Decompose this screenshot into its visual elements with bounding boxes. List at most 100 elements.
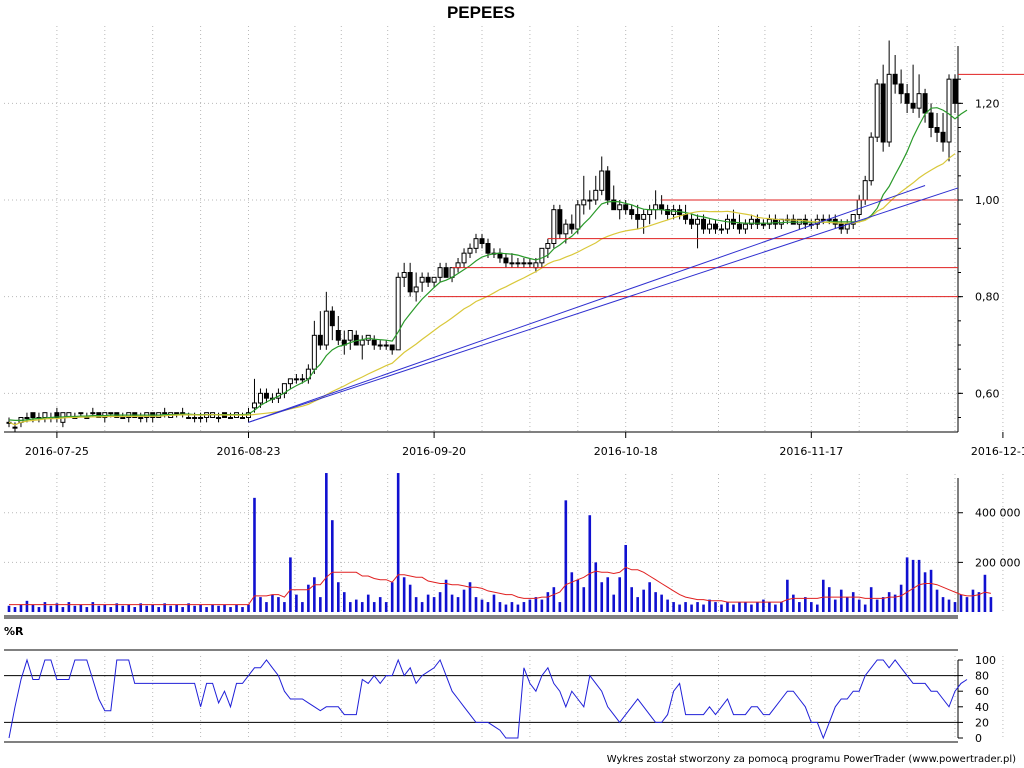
volume-bar: [756, 602, 759, 612]
candle: [377, 340, 383, 350]
volume-tick-label: 200 000: [975, 556, 1021, 569]
volume-bar: [187, 603, 190, 612]
volume-bar: [319, 597, 322, 612]
candle-body-up: [886, 73, 892, 143]
candle-body-down: [389, 344, 395, 351]
volume-average-line: [9, 566, 992, 606]
candle: [341, 330, 347, 355]
candle-body-down: [605, 170, 611, 201]
volume-bar: [540, 599, 544, 612]
candle-body-down: [952, 78, 958, 104]
volume-bar: [37, 607, 41, 612]
volume-bar: [971, 589, 975, 612]
candle-body-up: [311, 334, 317, 370]
williams-r-tick-label: 80: [975, 670, 989, 683]
candle-body-down: [569, 223, 575, 230]
volume-bar: [25, 600, 29, 612]
volume-bar: [85, 607, 89, 612]
candle-body-down: [713, 223, 719, 230]
candle-body-down: [910, 102, 916, 109]
volume-bar: [313, 577, 316, 612]
volume-bar: [833, 599, 837, 612]
candle-body-up: [383, 344, 389, 347]
candle-body-down: [485, 243, 491, 254]
volume-bar: [450, 594, 454, 612]
candle: [940, 113, 946, 152]
candle-body-up: [653, 204, 659, 211]
candle: [623, 200, 629, 215]
volume-bar: [582, 587, 586, 612]
williams-r-tick-label: 60: [975, 685, 989, 698]
volume-bar: [881, 597, 885, 612]
x-tick-label: 2016-07-25: [25, 445, 89, 458]
candle: [467, 243, 473, 258]
candle: [569, 214, 575, 234]
volume-bar: [265, 602, 268, 612]
volume-bar: [289, 557, 292, 612]
volume-bar: [504, 604, 508, 612]
candle: [934, 113, 940, 142]
candle-body-up: [760, 223, 766, 226]
volume-bar: [869, 587, 873, 612]
candle-body-up: [12, 426, 18, 429]
candle-body-up: [299, 378, 305, 381]
candle-body-up: [916, 93, 922, 109]
candle: [473, 233, 479, 254]
candle: [778, 218, 784, 229]
candle-body-up: [198, 417, 204, 419]
candle-body-up: [293, 378, 299, 381]
volume-bar: [588, 515, 592, 612]
volume-bar: [732, 604, 735, 612]
candle-body-down: [701, 218, 707, 230]
volume-bar: [899, 584, 903, 612]
volume-bar: [426, 594, 430, 612]
candle-body-up: [695, 218, 701, 225]
candle-body-up: [742, 223, 748, 230]
volume-bar: [792, 594, 795, 612]
volume-bar: [91, 602, 95, 612]
volume-bar: [720, 604, 723, 612]
candle-body-up: [108, 412, 114, 415]
williams-r-line: [8, 658, 968, 740]
candle: [287, 378, 293, 389]
candle-body-down: [635, 214, 641, 220]
candle-body-down: [689, 218, 695, 225]
volume-bar: [612, 594, 616, 612]
candle: [952, 74, 958, 113]
candle: [910, 64, 916, 113]
volume-bar: [145, 605, 149, 612]
candle: [144, 412, 150, 423]
chart-title: PEPEES: [447, 3, 515, 22]
volume-bar: [67, 602, 71, 612]
candle: [443, 262, 449, 278]
candle-body-up: [162, 412, 168, 415]
candle: [611, 185, 617, 211]
volume-bar: [492, 594, 496, 612]
volume-bar: [600, 582, 604, 612]
candle: [599, 156, 605, 196]
candle: [892, 55, 898, 94]
volume-bar: [331, 520, 334, 612]
volume-bar: [474, 597, 478, 612]
candle-body-up: [78, 412, 84, 415]
volume-bar: [259, 597, 262, 612]
volume-bar: [217, 605, 220, 612]
volume-bar: [636, 597, 639, 612]
volume-bar: [708, 599, 711, 612]
candle: [916, 74, 922, 118]
candle-body-up: [509, 262, 515, 265]
volume-bar: [798, 602, 801, 612]
trend-line: [248, 187, 959, 423]
candle: [665, 204, 671, 220]
candle-body-up: [401, 272, 407, 278]
candle: [593, 175, 599, 205]
volume-bar: [444, 579, 448, 612]
price-tick-label: 1,20: [975, 97, 1000, 110]
volume-bar: [863, 604, 867, 612]
candle-body-up: [257, 392, 263, 404]
volume-bar: [558, 602, 562, 612]
price-tick-label: 1,00: [975, 194, 1000, 207]
candle-body-down: [317, 334, 323, 346]
candle-body-down: [922, 93, 928, 114]
candle-body-down: [479, 238, 485, 245]
